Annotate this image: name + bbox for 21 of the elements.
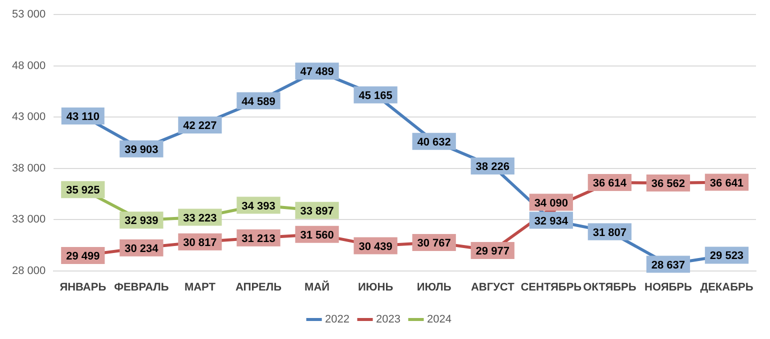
x-tick-label: СЕНТЯБРЬ bbox=[520, 281, 582, 294]
y-tick-label: 53 000 bbox=[12, 8, 46, 21]
x-tick-label: ИЮЛЬ bbox=[416, 281, 452, 294]
legend-label: 2022 bbox=[325, 314, 350, 326]
x-tick-label: ФЕВРАЛЬ bbox=[114, 281, 169, 294]
x-tick-label: МАЙ bbox=[304, 280, 330, 294]
x-tick-label: ИЮНЬ bbox=[358, 281, 394, 294]
y-tick-label: 28 000 bbox=[12, 264, 46, 277]
x-tick-label: МАРТ bbox=[184, 281, 216, 294]
legend-label: 2024 bbox=[426, 314, 452, 326]
x-tick-label: ДЕКАБРЬ bbox=[700, 281, 754, 294]
x-tick-label: АВГУСТ bbox=[470, 281, 515, 294]
y-tick-label: 33 000 bbox=[12, 214, 46, 226]
x-tick-label: ОКТЯБРЬ bbox=[583, 281, 636, 294]
x-tick-label: НОЯБРЬ bbox=[644, 281, 692, 294]
y-tick-label: 43 000 bbox=[12, 111, 46, 124]
x-tick-label: ЯНВАРЬ bbox=[60, 281, 106, 294]
y-tick-label: 48 000 bbox=[12, 60, 46, 72]
legend-label: 2023 bbox=[376, 314, 400, 326]
x-tick-label: АПРЕЛЬ bbox=[235, 281, 282, 294]
y-tick-label: 38 000 bbox=[12, 162, 46, 174]
